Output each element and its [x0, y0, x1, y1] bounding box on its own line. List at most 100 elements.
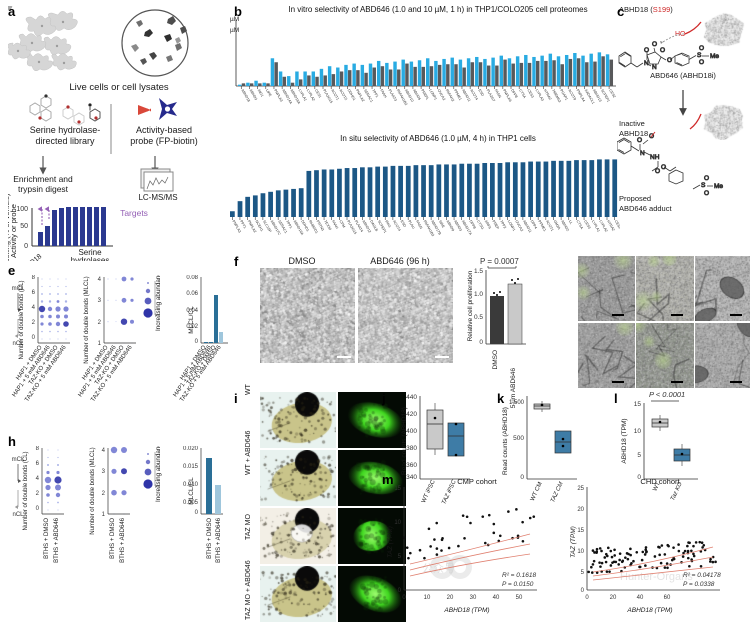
svg-text:ABHD18 (TPM): ABHD18 (TPM) [626, 607, 672, 614]
svg-text:TPP2: TPP2 [499, 220, 507, 230]
svg-text:0.5: 0.5 [474, 314, 483, 321]
svg-text:4: 4 [36, 476, 40, 482]
svg-text:Number of double bonds (CL): Number of double bonds (CL) [23, 451, 29, 530]
svg-text:Read counts (ABHD18): Read counts (ABHD18) [502, 407, 509, 475]
svg-text:1,500: 1,500 [509, 400, 525, 406]
svg-text:O: O [660, 47, 665, 54]
svg-text:S: S [701, 182, 706, 189]
svg-text:10: 10 [394, 520, 401, 526]
svg-text:5: 5 [637, 452, 641, 459]
svg-text:0: 0 [479, 339, 483, 346]
svg-text:ACOT2: ACOT2 [338, 89, 347, 101]
svg-text:2: 2 [98, 320, 102, 326]
svg-text:Increasing abundance: Increasing abundance [155, 446, 162, 502]
svg-text:0: 0 [581, 588, 585, 594]
svg-text:1: 1 [98, 341, 102, 347]
svg-text:20: 20 [447, 595, 454, 601]
svg-text:ARF6: ARF6 [484, 220, 492, 230]
svg-text:PREP: PREP [491, 220, 500, 231]
svg-text:DMSO: DMSO [492, 350, 499, 370]
svg-text:2: 2 [32, 320, 36, 326]
svg-text:O: O [637, 137, 642, 144]
svg-text:1.5: 1.5 [474, 268, 483, 275]
svg-text:Number of double bonds (MLCL): Number of double bonds (MLCL) [84, 276, 90, 363]
svg-text:BTHS + DMSO: BTHS + DMSO [44, 518, 50, 559]
svg-text:20: 20 [577, 507, 584, 513]
svg-text:0.015: 0.015 [183, 464, 199, 470]
svg-text:R² = 0.04178: R² = 0.04178 [683, 572, 721, 579]
svg-text:R² = 0.1618: R² = 0.1618 [502, 572, 537, 579]
svg-text:O: O [667, 57, 672, 64]
svg-text:30: 30 [470, 595, 477, 601]
svg-text:0.08: 0.08 [186, 275, 198, 281]
svg-text:In situ selectivity of ABD646: In situ selectivity of ABD646 (1.0 µM, 4… [340, 134, 536, 143]
svg-text:6: 6 [36, 461, 40, 467]
svg-text:0: 0 [195, 339, 199, 345]
svg-text:NH: NH [650, 154, 660, 161]
svg-text:0.020: 0.020 [183, 446, 199, 452]
svg-text:labelling (% of vehicle): labelling (% of vehicle) [8, 193, 11, 261]
svg-text:3: 3 [102, 469, 106, 475]
svg-text:5: 5 [398, 554, 402, 560]
svg-text:CES3: CES3 [583, 220, 591, 230]
svg-text:0: 0 [398, 588, 402, 594]
svg-text:Number of double bonds (MLCL): Number of double bonds (MLCL) [90, 447, 96, 534]
svg-text:Number of double bonds (CL): Number of double bonds (CL) [19, 280, 25, 359]
svg-text:360: 360 [406, 462, 417, 469]
svg-text:LONP1: LONP1 [428, 89, 437, 101]
svg-text:FAAH: FAAH [379, 89, 387, 99]
svg-text:µM: µM [230, 16, 239, 23]
svg-text:0: 0 [585, 595, 589, 601]
svg-text:ABHD18: ABHD18 [18, 253, 43, 261]
svg-text:15: 15 [634, 401, 642, 408]
svg-text:Me: Me [710, 53, 719, 60]
svg-text:LIPE: LIPE [265, 89, 273, 98]
svg-text:FASN: FASN [415, 220, 423, 230]
svg-text:P = 0.0007: P = 0.0007 [480, 257, 519, 266]
svg-text:TAZ (TPM): TAZ (TPM) [387, 526, 394, 558]
svg-text:CTSA: CTSA [518, 89, 527, 100]
svg-text:10: 10 [577, 549, 584, 555]
svg-text:BTHS + ABD646: BTHS + ABD646 [120, 517, 126, 563]
svg-text:PREPL: PREPL [420, 89, 429, 101]
svg-text:P = 0.0338: P = 0.0338 [683, 581, 715, 588]
svg-text:O: O [704, 175, 709, 182]
svg-text:2: 2 [36, 491, 40, 497]
svg-text:S: S [697, 52, 702, 59]
svg-text:0.005: 0.005 [183, 500, 199, 506]
svg-text:O: O [652, 41, 657, 48]
svg-text:CTSA: CTSA [576, 220, 585, 231]
svg-text:0: 0 [36, 506, 40, 512]
svg-text:10: 10 [424, 595, 431, 601]
svg-text:0: 0 [24, 243, 28, 250]
svg-text:AIG1: AIG1 [257, 89, 265, 98]
svg-text:PLAU: PLAU [407, 220, 415, 230]
svg-text:100: 100 [16, 206, 28, 213]
svg-text:60: 60 [664, 595, 671, 601]
svg-text:0.06: 0.06 [186, 291, 198, 297]
svg-text:25: 25 [577, 486, 584, 492]
svg-text:15: 15 [577, 528, 584, 534]
svg-text:公众号: 公众号 [422, 562, 455, 575]
svg-text:440: 440 [406, 394, 417, 401]
svg-text:ABD646 (ABHD18i): ABD646 (ABHD18i) [650, 71, 716, 80]
svg-text:Inactive: Inactive [619, 119, 645, 128]
svg-text:P < 0.0001: P < 0.0001 [649, 391, 685, 399]
svg-text:1.0: 1.0 [474, 291, 483, 298]
svg-text:ABHD18 (S199): ABHD18 (S199) [619, 5, 673, 14]
svg-text:In vitro selectivity of ABD646: In vitro selectivity of ABD646 (1.0 and … [288, 5, 587, 14]
svg-text:ABHD18 (TPM): ABHD18 (TPM) [621, 418, 628, 463]
svg-text:1: 1 [102, 512, 106, 518]
svg-text:20: 20 [610, 595, 617, 601]
svg-text:ACOT9: ACOT9 [567, 89, 576, 101]
svg-text:Relative cell proliferation: Relative cell proliferation [467, 270, 474, 341]
svg-text:BTHS + DMSO: BTHS + DMSO [207, 518, 213, 559]
svg-text:ABD646 adduct: ABD646 adduct [619, 204, 672, 213]
svg-text:50: 50 [20, 223, 28, 230]
svg-text:BTHS + ABD646: BTHS + ABD646 [54, 517, 60, 563]
svg-text:hydrolases: hydrolases [71, 256, 110, 261]
svg-text:ABHD18: ABHD18 [619, 129, 648, 138]
svg-text:CMP cohort: CMP cohort [457, 477, 497, 486]
svg-text:10: 10 [634, 428, 642, 435]
svg-text:TAZ (TPM): TAZ (TPM) [570, 526, 577, 558]
